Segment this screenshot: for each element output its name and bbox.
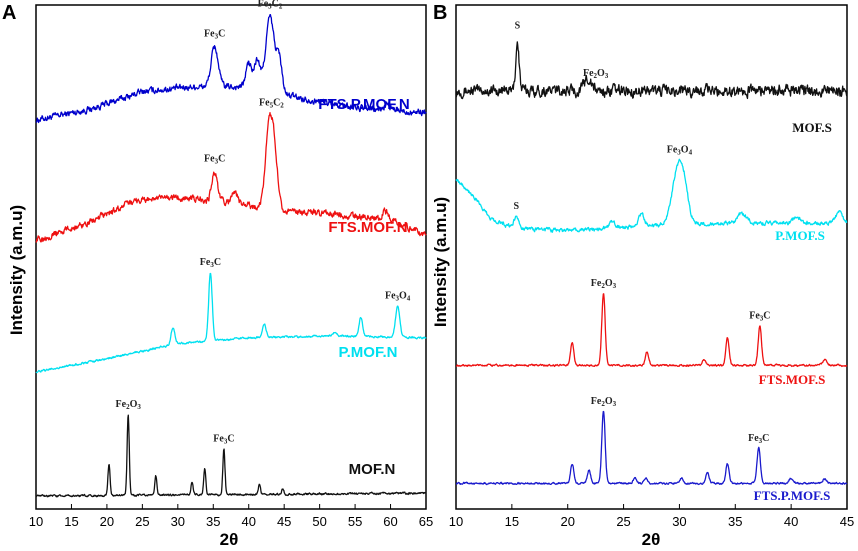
x-tick-label: 15 [64,514,78,529]
x-tick-label: 30 [171,514,185,529]
panel-a-xlabel: 2θ [220,530,239,549]
series-label: FTS.MOF.S [759,372,826,387]
panel-a-ylabel: Intensity (a.m.u) [7,205,26,335]
x-tick-label: 65 [419,514,433,529]
x-tick-label: 35 [206,514,220,529]
panel-b-ylabel: Intensity (a.m.u) [431,197,450,327]
peak-annotation: Fe3C [204,154,225,166]
peak-annotation: Fe3C [748,433,769,445]
series-line-p-mof-n [35,272,427,374]
peak-annotation: Fe3C [213,434,234,446]
x-tick-label: 15 [505,514,519,529]
peak-annotation: S [514,201,520,212]
series-line-mof-s [455,41,848,100]
panel-b-plot: 10 15 20 25 30 35 40 45 S Fe2O3 MOF.S S Fe3O4 P.MOF.S… [449,20,854,529]
peak-annotation: Fe2O3 [591,396,617,408]
x-tick-label: 25 [616,514,630,529]
panel-a-plot: 10 15 20 25 30 35 40 45 50 55 60 65 Fe3C Fe5C2 FTS.P.M… [29,0,433,529]
peak-annotation: Fe2O3 [591,278,617,290]
x-tick-label: 20 [560,514,574,529]
x-tick-label: 50 [312,514,326,529]
peak-annotation: S [515,20,521,31]
peak-annotation: Fe2O3 [583,68,609,80]
x-tick-label: 40 [241,514,255,529]
peak-annotation: Fe5C2 [259,98,284,110]
series-line-mof-n [35,414,427,498]
series-label: MOF.N [349,461,396,478]
series-label: FTS.MOF.N [328,219,407,236]
series-label: FTS.P.MOF.N [318,96,409,113]
series-line-fts-mof-n [35,112,427,243]
x-tick-label: 45 [840,514,854,529]
panel-b-frame [455,4,848,510]
series-label: P.MOF.N [339,344,398,361]
series-label: FTS.P.MOF.S [754,488,831,503]
x-tick-label: 25 [135,514,149,529]
peak-annotation: Fe3O4 [667,144,693,156]
panel-a: A Intensity (a.m.u) 2θ 10 15 20 25 30 35 40 45 5… [2,0,433,549]
panel-a-letter: A [2,2,16,24]
x-tick-label: 10 [29,514,43,529]
series-line-p-mof-s [455,158,848,233]
panel-b-xlabel: 2θ [642,530,661,549]
peak-annotation: Fe3O4 [385,291,411,303]
panel-a-frame [35,4,427,510]
x-tick-label: 30 [672,514,686,529]
series-line-fts-mof-s [455,293,848,368]
x-tick-label: 40 [784,514,798,529]
x-tick-label: 10 [449,514,463,529]
panel-b: B Intensity (a.m.u) 2θ 10 15 20 25 30 35 40 45 S… [431,2,854,549]
x-tick-label: 60 [383,514,397,529]
x-tick-label: 55 [348,514,362,529]
peak-annotation: Fe3C [749,310,770,322]
x-tick-label: 45 [277,514,291,529]
series-label: P.MOF.S [775,228,825,243]
series-label: MOF.S [792,120,832,135]
peak-annotation: Fe3C [200,257,221,269]
peak-annotation: Fe2O3 [116,399,142,411]
x-tick-label: 20 [100,514,114,529]
panel-b-letter: B [433,2,447,24]
series-line-fts-p-mof-s [455,410,848,486]
peak-annotation: Fe3C [204,28,225,40]
peak-annotation: Fe5C2 [258,0,283,11]
x-tick-label: 35 [728,514,742,529]
series-line-fts-p-mof-n [35,13,427,124]
